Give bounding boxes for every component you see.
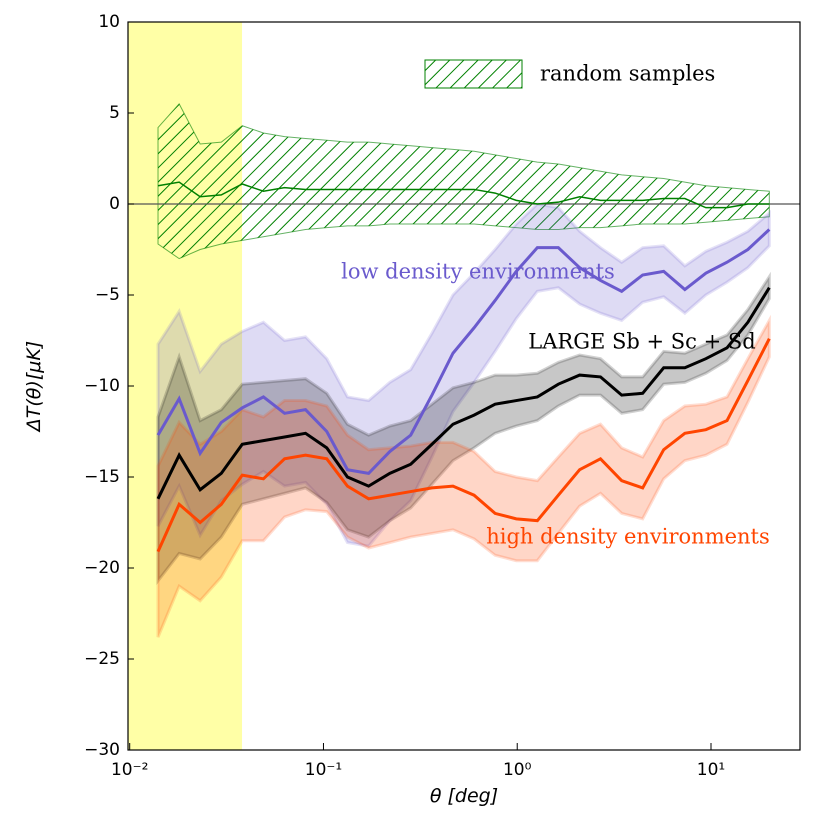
x-tick-label: 10¹ bbox=[697, 760, 725, 780]
x-tick-label: 10⁻² bbox=[111, 760, 148, 780]
band bbox=[156, 271, 771, 586]
legend-swatch bbox=[424, 59, 523, 89]
x-tick-label: 10⁻¹ bbox=[305, 760, 342, 780]
y-axis-label: ΔT(θ)[μK] bbox=[23, 341, 45, 433]
line bbox=[156, 337, 771, 553]
y-tick-label: −25 bbox=[84, 649, 120, 669]
x-axis-label: θ [deg] bbox=[430, 785, 498, 807]
series-annotation: low density environments bbox=[341, 260, 615, 284]
y-tick-label: 10 bbox=[98, 12, 120, 32]
line bbox=[156, 228, 771, 475]
legend-label: random samples bbox=[540, 62, 715, 86]
line bbox=[156, 286, 771, 500]
y-tick-label: 0 bbox=[109, 194, 120, 214]
y-tick-label: −5 bbox=[95, 285, 120, 305]
x-tick-label: 10⁰ bbox=[503, 760, 532, 780]
y-tick-label: −15 bbox=[84, 467, 120, 487]
y-tick-label: −10 bbox=[84, 376, 120, 396]
y-tick-label: 5 bbox=[109, 103, 120, 123]
y-tick-label: −30 bbox=[84, 740, 120, 760]
line bbox=[157, 181, 770, 209]
series-annotation: high density environments bbox=[486, 525, 770, 549]
band bbox=[156, 314, 771, 638]
series-annotation: LARGE Sb + Sc + Sd bbox=[528, 330, 755, 354]
y-tick-label: −20 bbox=[84, 558, 120, 578]
band bbox=[157, 103, 770, 260]
